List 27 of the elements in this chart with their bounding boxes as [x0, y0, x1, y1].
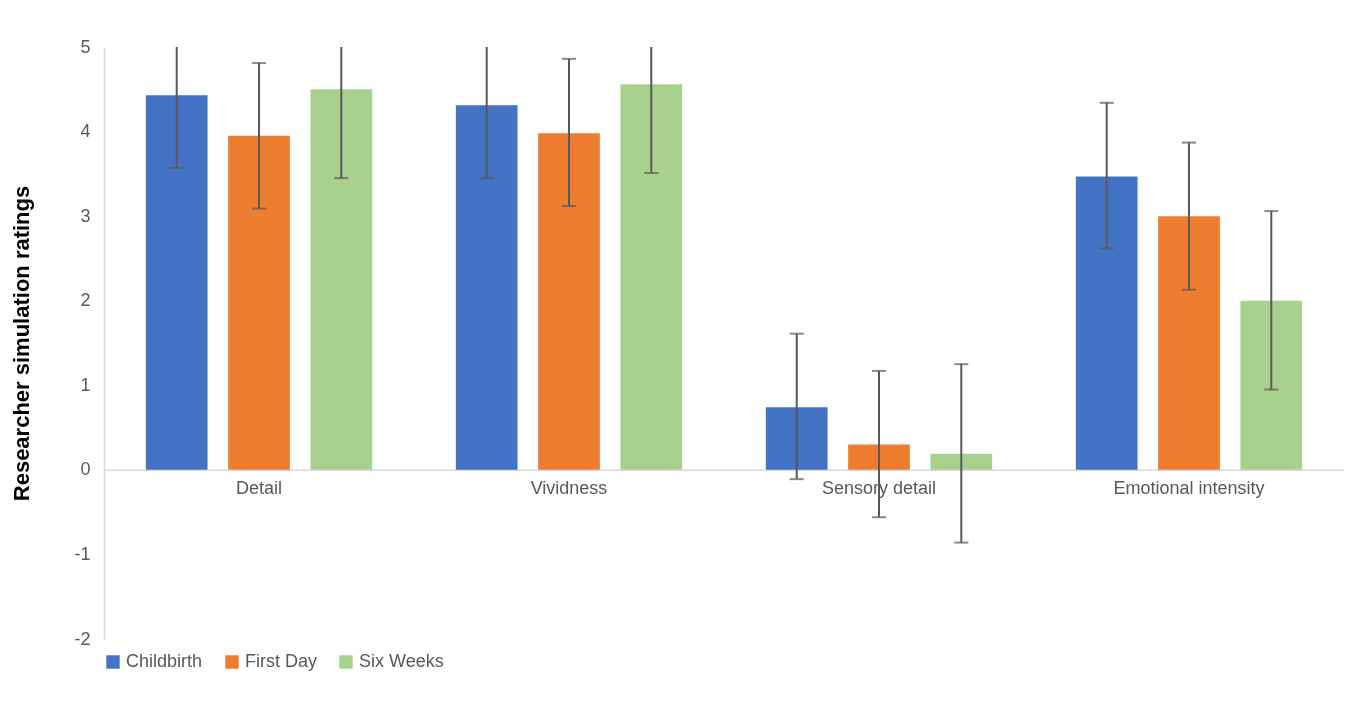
bar — [1075, 176, 1138, 470]
bar — [455, 105, 518, 470]
bar — [765, 407, 828, 470]
bar — [310, 89, 373, 470]
bar — [1240, 300, 1303, 470]
bar — [620, 84, 683, 470]
y-tick-label: 5 — [80, 36, 91, 57]
x-tick-label: Vividness — [530, 478, 608, 499]
y-tick-label: 1 — [80, 374, 91, 395]
x-tick-label: Emotional intensity — [1113, 478, 1265, 499]
x-tick-label: Detail — [235, 478, 283, 499]
y-tick-label: -1 — [74, 543, 91, 564]
y-tick-label: -2 — [74, 628, 91, 649]
bar — [930, 453, 993, 470]
legend-label: Six Weeks — [359, 651, 444, 671]
bar — [145, 95, 208, 470]
y-tick-label: 2 — [80, 290, 91, 311]
y-tick-label: 0 — [80, 459, 91, 480]
legend-label: Childbirth — [126, 651, 203, 671]
y-tick-label: 3 — [80, 205, 91, 226]
y-tick-label: 4 — [80, 121, 91, 142]
legend-label: First Day — [245, 651, 317, 671]
bar — [1158, 216, 1220, 470]
bar — [228, 135, 290, 470]
bar — [538, 133, 600, 470]
y-axis-title: Researcher simulation ratings — [9, 185, 35, 502]
bar — [848, 444, 910, 470]
